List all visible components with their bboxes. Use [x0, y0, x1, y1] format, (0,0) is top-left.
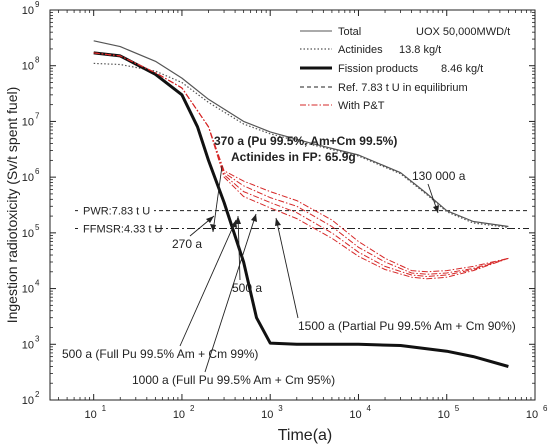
legend-actinides-value: 13.8 kg/t — [399, 44, 441, 56]
annotation-370a-line1: 370 a (Pu 99.5%, Am+Cm 99.5%) — [214, 134, 397, 148]
annotation-500a: 500 a — [232, 281, 262, 295]
annotation-270a: 270 a — [172, 237, 202, 251]
x-tick-exponent: 3 — [278, 404, 283, 413]
y-tick-label: 10 — [22, 339, 34, 351]
y-axis-title: Ingestion radiotoxicity (Sv/t spent fuel… — [4, 87, 20, 324]
y-tick-exponent: 7 — [35, 111, 40, 120]
annotation-1000a-full: 1000 a (Full Pu 99.5% Am + Cm 95%) — [132, 373, 335, 387]
x-tick-label: 10 — [173, 409, 185, 421]
annotation-500a-full: 500 a (Full Pu 99.5% Am + Cm 99%) — [62, 347, 258, 361]
series-total — [93, 40, 509, 228]
series-layer — [93, 40, 509, 368]
legend-fission-label: Fission products — [338, 63, 419, 75]
y-tick-exponent: 9 — [35, 0, 40, 9]
y-tick-exponent: 8 — [35, 56, 40, 65]
legend-ref-label: Ref. 7.83 t U in equilibrium — [338, 82, 468, 94]
x-tick-label: 10 — [85, 409, 97, 421]
x-tick-exponent: 4 — [366, 404, 371, 413]
legend-total-label: Total — [338, 26, 361, 38]
x-tick-label: 10 — [349, 409, 361, 421]
y-tick-label: 10 — [22, 395, 34, 407]
y-tick-label: 10 — [22, 61, 34, 73]
ref-label-pwr-7-83-t-u: PWR:7.83 t U — [83, 206, 150, 218]
legend-pt-label: With P&T — [338, 100, 385, 112]
ref-label-ffmsr-4-33-t-u: FFMSR:4.33 t U — [83, 223, 163, 235]
y-tick-label: 10 — [22, 116, 34, 128]
x-tick-exponent: 1 — [102, 404, 107, 413]
arrowhead-500a — [235, 216, 241, 224]
y-tick-exponent: 2 — [35, 390, 40, 399]
legend: Total UOX 50,000MWD/t Actinides 13.8 kg/… — [300, 26, 510, 112]
reference-line-labels: PWR:7.83 t U FFMSR:4.33 t U — [78, 201, 163, 235]
plot-frame — [49, 9, 536, 401]
legend-actinides-label: Actinides — [338, 44, 383, 56]
y-tick-label: 10 — [22, 228, 34, 240]
arrowhead-500a-full — [231, 220, 237, 228]
arrow-1500a — [275, 217, 299, 319]
arrow-370a — [212, 165, 223, 233]
legend-fission-value: 8.46 kg/t — [441, 63, 483, 75]
x-tick-label: 10 — [261, 409, 273, 421]
arrow-1000a-full — [204, 213, 257, 373]
x-tick-exponent: 2 — [190, 404, 195, 413]
legend-total-value: UOX 50,000MWD/t — [416, 26, 510, 38]
series-actinides — [93, 62, 509, 229]
x-tick-exponent: 6 — [543, 404, 548, 413]
pointer-arrowheads — [206, 205, 439, 232]
y-tick-exponent: 3 — [35, 334, 40, 343]
ref-label-bg — [78, 219, 154, 234]
y-tick-label: 10 — [22, 284, 34, 296]
arrowhead-270a — [206, 216, 214, 223]
annotation-1500a: 1500 a (Partial Pu 99.5% Am + Cm 90%) — [298, 319, 516, 333]
x-tick-label: 10 — [438, 409, 450, 421]
x-tick-label: 10 — [526, 409, 538, 421]
arrow-500a — [237, 215, 241, 281]
arrowhead-370a — [210, 224, 216, 232]
y-tick-label: 10 — [22, 5, 34, 17]
pointer-arrows — [179, 165, 439, 373]
annotation-130000a: 130 000 a — [412, 169, 466, 183]
series-fission-products — [93, 51, 509, 368]
annotation-370a-line2: Actinides in FP: 65.9g — [231, 150, 356, 164]
axes: 1011021031041051061021031041051061071081… — [22, 0, 548, 421]
arrowhead-1500a — [275, 218, 281, 226]
arrowhead-1000a-full — [251, 214, 257, 222]
y-tick-exponent: 5 — [35, 223, 40, 232]
x-axis-title: Time(a) — [278, 427, 333, 444]
arrow-500a-full — [179, 219, 237, 347]
series-with-p-t-d — [93, 52, 509, 273]
y-tick-exponent: 6 — [35, 167, 40, 176]
x-tick-exponent: 5 — [455, 404, 460, 413]
arrowhead-130000a — [433, 205, 439, 213]
annotations: 370 a (Pu 99.5%, Am+Cm 99.5%) Actinides … — [62, 134, 516, 387]
y-tick-exponent: 4 — [35, 279, 40, 288]
y-tick-label: 10 — [22, 172, 34, 184]
ref-label-bg — [78, 201, 154, 216]
